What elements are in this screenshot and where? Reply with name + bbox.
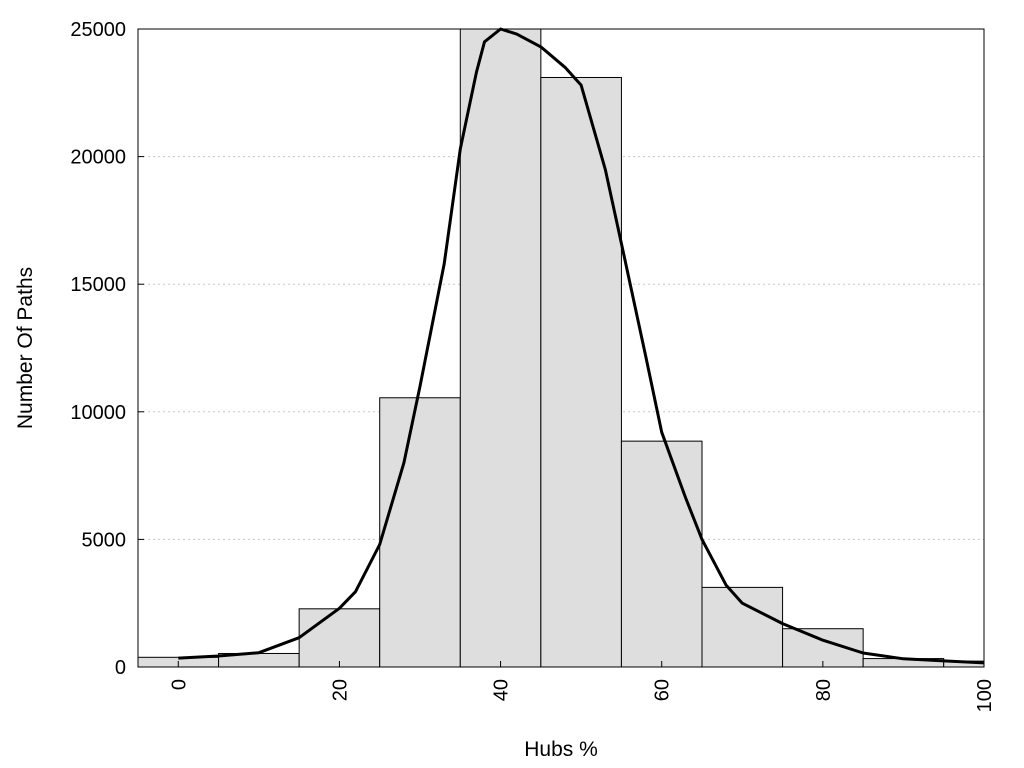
histogram-bar [620, 440, 703, 668]
density-curve [178, 27, 985, 665]
x-axis-ticks: 0 20 40 60 80 100 [168, 661, 996, 712]
y-axis-title: Number Of Paths [14, 267, 37, 429]
y-tick-label: 25000 [70, 19, 126, 41]
histogram-bars [137, 28, 985, 668]
histogram-bar [298, 608, 381, 668]
x-tick-label: 60 [652, 679, 674, 701]
x-tick-label: 0 [168, 679, 190, 690]
y-tick-label: 20000 [70, 147, 126, 169]
histogram-bar [701, 586, 784, 668]
x-axis-title: Hubs % [524, 738, 598, 761]
x-tick-label: 20 [329, 679, 351, 701]
x-tick-label: 40 [491, 679, 513, 701]
y-tick-label: 0 [115, 657, 126, 679]
grid-lines [138, 156, 984, 540]
plot-frame [137, 28, 985, 668]
density-curve-layer [178, 27, 985, 665]
x-tick-label: 80 [813, 679, 835, 701]
y-tick-label: 5000 [82, 529, 127, 551]
y-tick-label: 10000 [70, 402, 126, 424]
y-axis-ticks: 0 5000 10000 15000 20000 25000 [70, 19, 144, 679]
x-tick-label: 100 [974, 679, 996, 712]
histogram-bar [459, 28, 542, 668]
histogram-bar [379, 397, 461, 668]
y-tick-label: 15000 [70, 274, 126, 296]
histogram-bar [540, 76, 622, 668]
